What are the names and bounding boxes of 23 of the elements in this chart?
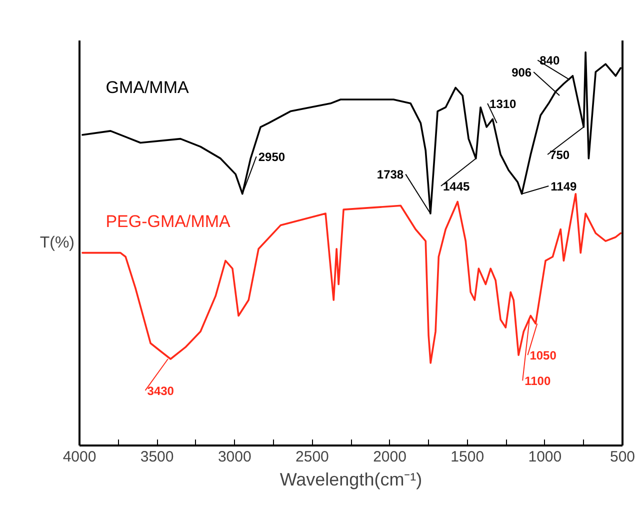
y-axis-title: T(%) [40,234,74,252]
x-tick-label: 3000 [218,448,252,466]
annotation: 1445 [442,179,470,194]
x-tick-label: 4000 [62,448,96,466]
x-tick-label: 3500 [140,448,174,466]
annotation: 2950 [258,150,286,164]
annotation: 906 [512,65,532,80]
annotation: 750 [550,148,570,162]
annotation: 1100 [524,374,551,388]
x-axis-title: Wavelength(cm⁻¹) [280,470,422,490]
annotation: 3430 [147,384,174,398]
annotation: 1310 [490,96,517,111]
x-tick-label: 2500 [296,448,329,466]
x-tick-label: 1000 [528,448,562,466]
text: GMA/MMA [106,78,190,98]
x-tick-label: 500 [610,448,636,466]
x-tick-label: 1500 [450,448,484,466]
annotation: 840 [540,54,560,68]
annotation: 1149 [550,179,578,194]
series-label: PEG-GMA/MMA [106,212,232,231]
x-tick-label: 2000 [373,448,406,466]
annotation: 1738 [376,168,404,182]
annotation: 1050 [530,348,557,363]
